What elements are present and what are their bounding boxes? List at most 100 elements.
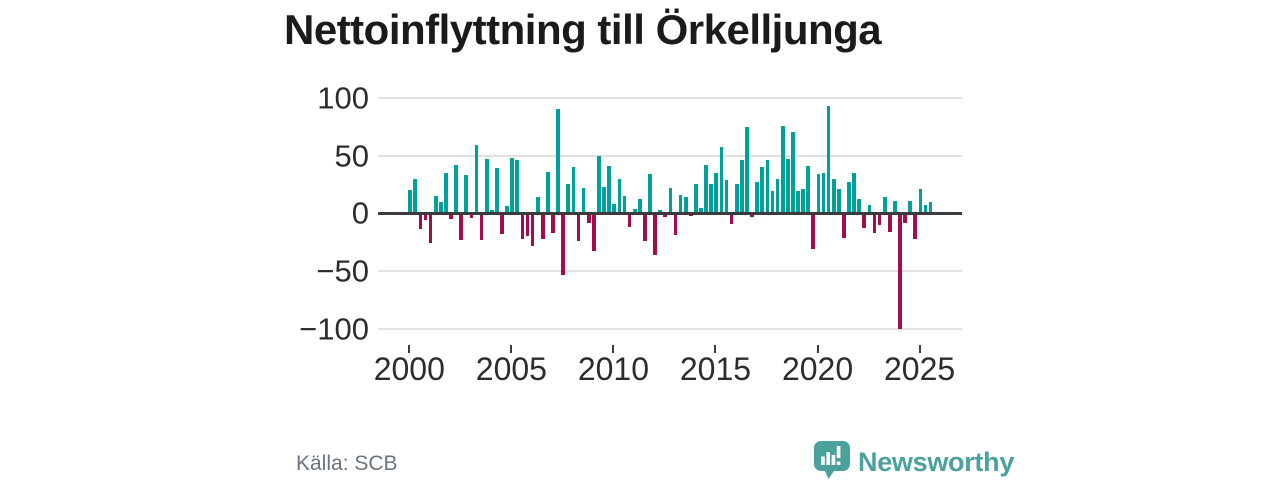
bar (505, 206, 509, 214)
bar (607, 165, 611, 214)
bar (887, 213, 892, 232)
bar (530, 213, 535, 246)
bar (602, 186, 606, 214)
x-axis-tick-mark (714, 345, 717, 353)
bar (617, 178, 622, 214)
bar (592, 213, 596, 252)
bar (923, 205, 928, 214)
bar (535, 197, 540, 214)
bar (750, 213, 754, 217)
bar (551, 213, 555, 233)
bar (719, 147, 724, 214)
bar (709, 184, 714, 214)
bar (576, 213, 581, 242)
bar (867, 205, 872, 214)
bar (704, 164, 708, 214)
x-axis-tick-label: 2020 (781, 351, 854, 387)
x-axis-tick-label: 2005 (475, 351, 547, 387)
bar (755, 182, 759, 214)
bar (780, 125, 785, 214)
bar (495, 168, 499, 214)
x-axis-tick-mark (510, 345, 513, 353)
bar (903, 213, 907, 223)
bar (474, 145, 479, 214)
gridline (378, 270, 962, 273)
bar (847, 182, 851, 214)
bar (734, 184, 739, 214)
bar (438, 201, 443, 214)
bar (857, 199, 862, 214)
bar (775, 178, 780, 214)
bar (637, 199, 642, 214)
bar (464, 175, 469, 214)
bar (852, 172, 856, 214)
bar (454, 164, 458, 214)
x-axis-tick-mark (612, 345, 615, 353)
bar (785, 159, 790, 214)
bar (612, 204, 617, 214)
bar (459, 213, 464, 240)
bar (500, 213, 504, 235)
x-axis-tick-label: 2000 (373, 351, 445, 387)
bar (408, 190, 412, 214)
bar (627, 213, 632, 228)
x-axis-tick-label: 2010 (577, 351, 649, 387)
bar (597, 155, 601, 214)
bar (423, 213, 428, 221)
bar (413, 178, 418, 214)
bar (918, 189, 923, 214)
bar (632, 208, 637, 214)
bar (668, 187, 673, 214)
bar (581, 187, 586, 214)
bar (479, 213, 484, 240)
bar (806, 165, 811, 214)
bar (826, 105, 831, 214)
bar (643, 213, 647, 242)
bar (714, 172, 719, 214)
bar (449, 213, 453, 220)
bar (872, 213, 877, 233)
bar (433, 195, 438, 214)
bar (836, 189, 841, 214)
bar (484, 159, 489, 214)
bar (515, 160, 520, 214)
bar (556, 109, 560, 214)
bar (586, 213, 591, 223)
bar (811, 213, 816, 250)
bar (678, 194, 683, 214)
bar (648, 174, 652, 214)
newsworthy-logo: Newsworthy (814, 441, 1014, 480)
bar (791, 132, 795, 214)
x-axis-tick-label: 2025 (884, 351, 956, 387)
bar (882, 197, 887, 214)
bar (566, 184, 571, 214)
bar (913, 213, 918, 239)
bar (658, 209, 663, 214)
bar (683, 197, 688, 214)
bar (816, 174, 821, 214)
newsworthy-wordmark: Newsworthy (858, 447, 1015, 477)
source-caption: Källa: SCB (296, 452, 398, 475)
bar (831, 178, 836, 214)
y-axis-tick-label: 0 (351, 195, 369, 231)
bar (520, 213, 525, 239)
bar (898, 213, 902, 329)
bar (821, 172, 826, 214)
gridline (378, 154, 962, 157)
bar (842, 213, 846, 238)
bar (801, 189, 805, 214)
x-axis-tick-mark (918, 345, 921, 353)
bar (663, 213, 668, 217)
bar (540, 213, 545, 239)
bar (489, 209, 494, 214)
bar (546, 171, 550, 214)
bar (469, 213, 474, 218)
y-axis-tick-label: 100 (317, 80, 369, 116)
y-axis-tick-label: −50 (316, 253, 369, 289)
bar (561, 213, 566, 275)
bar (673, 213, 678, 236)
bar (729, 213, 734, 224)
bar (760, 167, 765, 214)
bar (622, 195, 627, 214)
bar (699, 207, 703, 214)
